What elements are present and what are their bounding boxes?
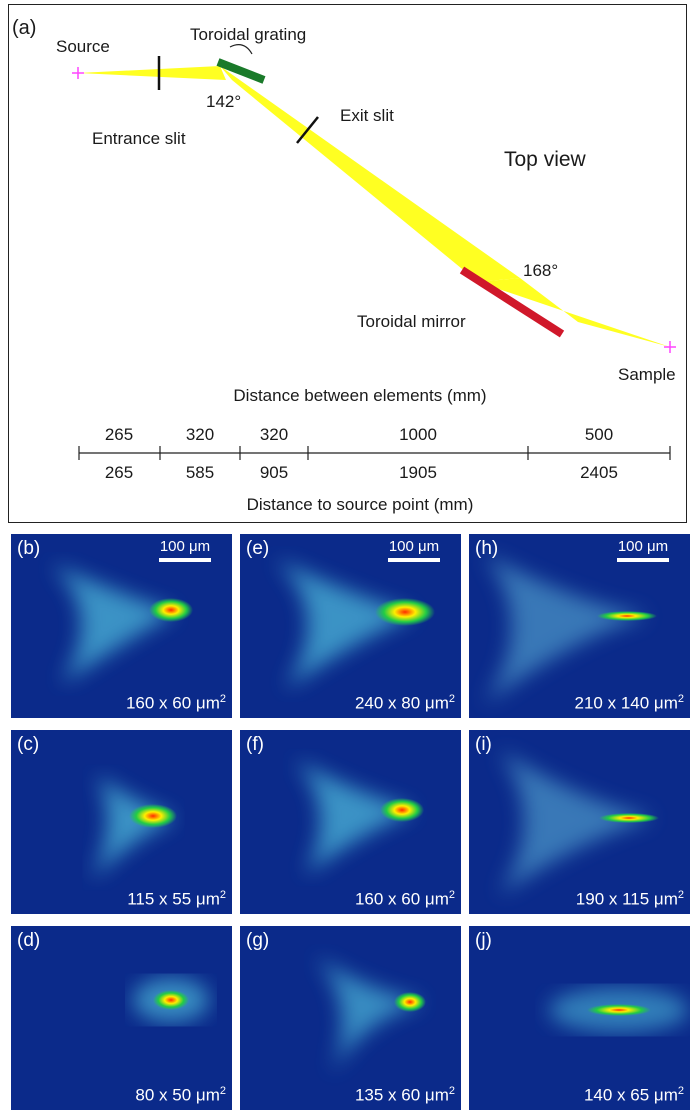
exit-slit-label: Exit slit (340, 106, 394, 125)
scale-bar: 100 μm (379, 538, 449, 562)
beam-profile-panel-h: (h) 100 μm 210 x 140 μm2 (469, 534, 690, 718)
panel-letter: (e) (246, 538, 270, 559)
spot-size-label: 240 x 80 μm2 (354, 693, 455, 713)
source-point (72, 67, 84, 79)
panel-letter: (c) (17, 734, 40, 755)
mirror-label: Toroidal mirror (357, 312, 466, 331)
panel-letter: (i) (475, 734, 492, 755)
diagram-frame (8, 4, 687, 523)
scale-bar-label: 100 μm (617, 538, 669, 555)
beam-profile-panel-g: (g) 135 x 60 μm2 (240, 926, 461, 1110)
beam-profile-panel-e: (e) 100 μm 240 x 80 μm2 (240, 534, 461, 718)
view-label: Top view (504, 148, 587, 171)
spot-size-label: 135 x 60 μm2 (354, 1085, 455, 1105)
between-axis-title: Distance between elements (mm) (233, 386, 486, 405)
panel-letter: (b) (17, 538, 41, 559)
grating-angle-arc (229, 44, 253, 55)
entrance-slit-label: Entrance slit (92, 129, 186, 148)
sample-point (664, 341, 676, 353)
beam-profile-panel-f: (f) 160 x 60 μm2 (240, 730, 461, 914)
scale-bar-label: 100 μm (388, 538, 440, 555)
beam-grating-mirror (220, 66, 520, 282)
cumulative-value: 265 (105, 463, 133, 482)
panel-letter: (j) (475, 930, 492, 951)
panel-letter: (g) (246, 930, 270, 951)
beam-profile-image (51, 564, 193, 684)
toroidal-grating (216, 58, 266, 84)
beam-profile-image (484, 554, 657, 704)
scale-bar: 100 μm (608, 538, 678, 562)
beam-profile-image (549, 988, 689, 1032)
scale-bar-label: 100 μm (159, 538, 211, 555)
beam-profile-panel-d: (d) 80 x 50 μm2 (11, 926, 232, 1110)
cumulative-value: 905 (260, 463, 288, 482)
between-value: 265 (105, 425, 133, 444)
source-label: Source (56, 37, 110, 56)
spot-size-label: 115 x 55 μm2 (127, 889, 226, 909)
spot-size-label: 160 x 60 μm2 (354, 889, 455, 909)
beam-profile-image (315, 956, 426, 1076)
beamline-diagram: (a) Source Toroidal grating 142° Entranc (0, 0, 695, 528)
panel-letter: (h) (475, 538, 499, 559)
between-value: 320 (186, 425, 214, 444)
spot-size-label: 140 x 65 μm2 (583, 1085, 684, 1105)
sample-label: Sample (618, 365, 676, 384)
beam-profile-image (133, 978, 209, 1022)
mirror-angle-label: 168° (523, 261, 558, 280)
beam-profile-panel-c: (c) 115 x 55 μm2 (11, 730, 232, 914)
spot-size-label: 80 x 50 μm2 (135, 1085, 226, 1105)
exit-slit (296, 116, 319, 144)
beam-profile-image (91, 775, 177, 880)
panel-label-a: (a) (12, 17, 36, 39)
beam-profile-image (499, 750, 659, 895)
beam-profile-panel-j: (j) 140 x 65 μm2 (469, 926, 690, 1110)
grating-angle-label: 142° (206, 92, 241, 111)
beam-profile-panel-b: (b) 100 μm 160 x 60 μm2 (11, 534, 232, 718)
between-value: 320 (260, 425, 288, 444)
toroidal-mirror (459, 266, 565, 338)
spot-size-label: 190 x 115 μm2 (575, 889, 684, 909)
cumulative-axis-title: Distance to source point (mm) (247, 495, 474, 514)
cumulative-value: 585 (186, 463, 214, 482)
panel-letter: (d) (17, 930, 41, 951)
beam-source-grating (78, 66, 226, 80)
beam-profile-grid: (b) 100 μm 160 x 60 μm2 (e) 100 μm 240 x… (0, 534, 695, 1110)
grating-label: Toroidal grating (190, 25, 306, 44)
cumulative-value: 1905 (399, 463, 437, 482)
scale-bar: 100 μm (150, 538, 220, 562)
distance-axis (78, 446, 671, 460)
panel-letter: (f) (246, 734, 264, 755)
cumulative-value: 2405 (580, 463, 618, 482)
beam-profile-image (275, 559, 435, 689)
beam-profile-panel-i: (i) 190 x 115 μm2 (469, 730, 690, 914)
between-value: 500 (585, 425, 613, 444)
beam-mirror-sample (478, 278, 670, 347)
spot-size-label: 160 x 60 μm2 (125, 693, 226, 713)
beam-profile-image (295, 760, 424, 875)
spot-size-label: 210 x 140 μm2 (574, 693, 684, 713)
between-value: 1000 (399, 425, 437, 444)
beamline-svg: (a) Source Toroidal grating 142° Entranc (8, 4, 687, 523)
